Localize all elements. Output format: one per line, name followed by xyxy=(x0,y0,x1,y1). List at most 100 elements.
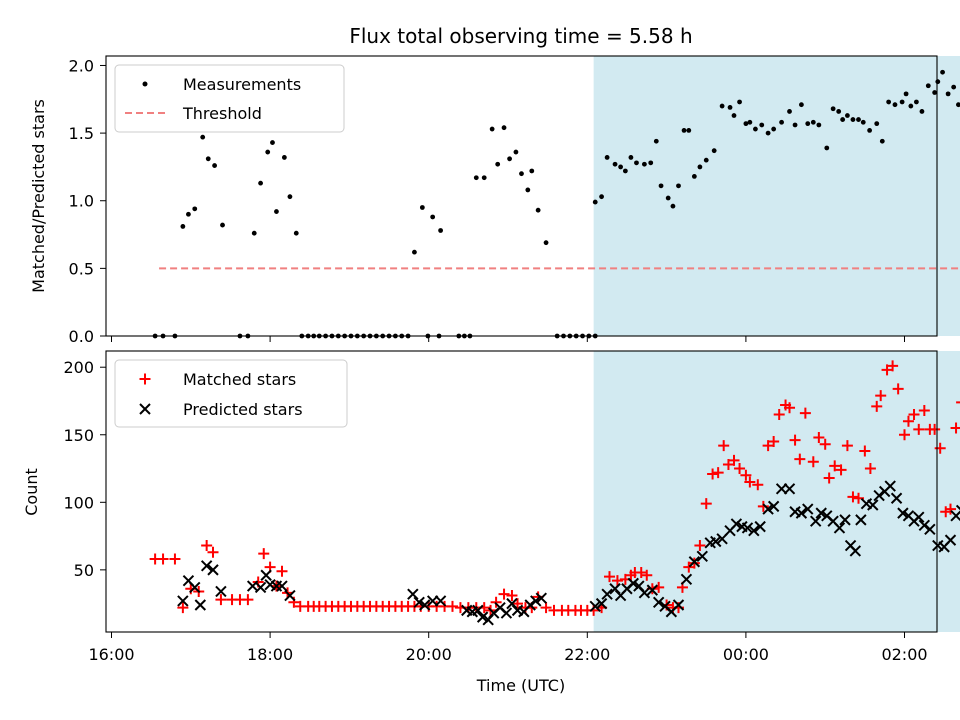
measurement-point xyxy=(412,249,417,255)
predicted-star-point xyxy=(200,560,213,572)
predicted-star-point xyxy=(815,507,827,519)
measurement-point xyxy=(535,207,541,213)
predicted-star-point xyxy=(215,585,227,598)
measurement-point xyxy=(612,161,618,167)
measurement-point xyxy=(711,148,717,154)
measurement-point xyxy=(771,126,777,132)
predicted-star-point xyxy=(855,514,867,526)
matched-star-point xyxy=(871,400,883,412)
count-panel-y-label: Count xyxy=(22,468,41,516)
matched-star-point xyxy=(728,454,740,466)
measurement-point xyxy=(951,84,957,90)
measurement-point xyxy=(501,125,507,131)
matched-star-point xyxy=(875,390,887,402)
matched-star-point xyxy=(859,445,871,457)
matched-star-point xyxy=(944,503,956,515)
measurement-point xyxy=(840,117,846,122)
measurement-point xyxy=(805,121,811,127)
count-panel-observing-span xyxy=(593,351,960,632)
measurement-point xyxy=(265,149,271,155)
matched-star-point xyxy=(929,423,941,435)
y-tick-label: 200 xyxy=(63,358,94,377)
legend-measurements-marker xyxy=(142,81,148,87)
x-tick-label: 02:00 xyxy=(881,645,927,664)
matched-star-point xyxy=(718,440,730,452)
measurement-point xyxy=(792,122,798,128)
matched-star-point xyxy=(918,404,930,416)
predicted-star-point xyxy=(762,503,774,515)
predicted-star-point xyxy=(890,492,903,504)
matched-star-point xyxy=(215,594,227,606)
measurement-point xyxy=(628,155,634,160)
predicted-star-point xyxy=(839,514,851,526)
measurement-point xyxy=(489,126,495,132)
matched-star-point xyxy=(908,408,920,420)
matched-star-point xyxy=(498,588,510,600)
matched-star-point xyxy=(490,596,502,608)
ratio-panel-legend: Measurements Threshold xyxy=(114,64,345,133)
legend-matched-marker xyxy=(139,373,151,385)
count-panel-frame xyxy=(105,350,938,633)
matched-star-point xyxy=(641,569,653,581)
measurement-point xyxy=(731,113,737,118)
x-tick-label: 22:00 xyxy=(564,645,610,664)
y-tick-label: 50 xyxy=(74,561,94,580)
legend-predicted-marker xyxy=(139,403,151,415)
measurement-point xyxy=(481,175,487,181)
measurement-point xyxy=(845,113,850,118)
measurement-point xyxy=(676,183,681,189)
matched-star-point xyxy=(604,571,616,583)
matched-star-point xyxy=(207,546,219,558)
measurement-point xyxy=(287,194,293,200)
predicted-star-point xyxy=(589,600,601,613)
matched-star-point xyxy=(707,468,719,480)
legend-predicted-symbol xyxy=(139,403,151,415)
measurement-point xyxy=(850,117,856,122)
measurement-point xyxy=(192,206,198,212)
predicted-star-point xyxy=(194,599,207,611)
measurement-point xyxy=(258,180,263,186)
measurement-point xyxy=(438,228,443,233)
y-tick-label: 0.5 xyxy=(69,259,94,278)
predicted-star-point xyxy=(754,520,766,533)
matched-star-point xyxy=(887,360,899,372)
measurement-point xyxy=(919,109,925,114)
measurement-point xyxy=(220,222,225,228)
measurement-point xyxy=(212,163,217,168)
measurement-point xyxy=(945,91,951,97)
matched-star-point xyxy=(512,598,524,610)
count-panel-y-axis: 50 100 150 200 xyxy=(63,358,106,580)
measurement-point xyxy=(525,187,531,193)
y-tick-label: 100 xyxy=(63,493,94,512)
matched-star-point xyxy=(242,594,254,606)
predicted-star-point xyxy=(276,580,288,592)
predicted-star-point xyxy=(918,519,931,531)
measurement-point xyxy=(200,134,206,140)
measurement-point xyxy=(836,109,842,114)
predicted-star-point xyxy=(419,599,431,611)
measurement-point xyxy=(618,164,624,170)
measurement-point xyxy=(686,127,692,133)
predicted-star-point xyxy=(944,534,957,546)
x-tick-label: 00:00 xyxy=(723,645,769,664)
matched-star-point xyxy=(807,456,819,468)
matched-star-point xyxy=(794,453,806,465)
matched-star-point xyxy=(847,491,859,503)
matched-star-point xyxy=(789,434,801,446)
matched-star-point xyxy=(157,553,169,565)
measurement-point xyxy=(543,240,549,246)
predicted-star-point xyxy=(696,550,708,563)
matched-star-point xyxy=(258,548,270,560)
measurement-point xyxy=(513,149,519,155)
matched-star-point xyxy=(784,402,796,414)
measurement-point xyxy=(697,164,703,170)
predicted-star-point xyxy=(672,599,685,611)
predicted-star-point xyxy=(783,483,796,495)
legend-measurements-label: Measurements xyxy=(183,75,301,94)
matched-star-point xyxy=(899,429,910,441)
y-tick-label: 1.0 xyxy=(69,192,94,211)
measurement-point xyxy=(903,91,909,97)
predicted-star-point xyxy=(802,503,814,515)
predicted-star-point xyxy=(472,604,484,617)
